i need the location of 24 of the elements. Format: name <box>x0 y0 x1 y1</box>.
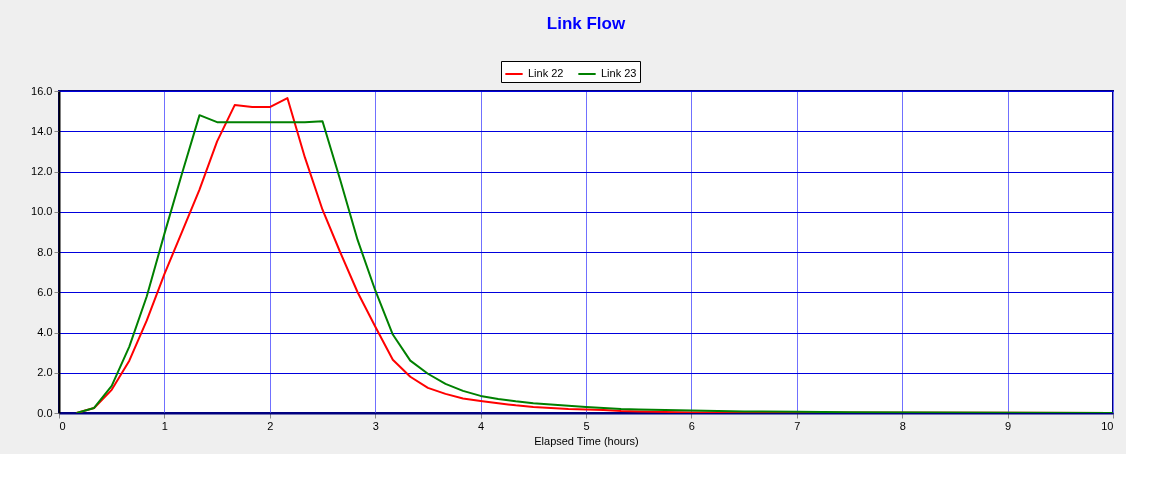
x-tick-label: 9 <box>1005 419 1012 432</box>
y-tick-label: 12.0 <box>31 165 53 177</box>
legend-label: Link 22 <box>528 67 564 79</box>
y-tick-label: 10.0 <box>31 205 53 218</box>
y-tick-label: 2.0 <box>37 366 53 379</box>
y-tick-label: 8.0 <box>37 245 53 258</box>
x-axis-title: Elapsed Time (hours) <box>534 434 639 447</box>
x-tick-label: 8 <box>899 419 906 432</box>
x-tick-label: 3 <box>372 419 379 432</box>
chart-title: Link Flow <box>546 13 626 33</box>
x-tick-label: 7 <box>794 419 801 432</box>
y-tick-label: 14.0 <box>31 124 53 137</box>
y-tick-label: 6.0 <box>37 285 53 298</box>
x-tick-label: 5 <box>583 419 590 432</box>
x-tick-label: 10 <box>1101 419 1114 432</box>
x-tick-label: 2 <box>267 419 274 432</box>
y-tick-label: 4.0 <box>37 326 53 338</box>
y-tick-label: 16.0 <box>31 84 53 97</box>
x-tick-label: 1 <box>161 419 168 432</box>
x-tick-label: 6 <box>688 419 695 432</box>
x-tick-label: 0 <box>59 419 66 432</box>
y-tick-label: 0.0 <box>37 406 53 419</box>
legend-label: Link 23 <box>601 67 637 79</box>
x-tick-label: 4 <box>478 419 485 432</box>
